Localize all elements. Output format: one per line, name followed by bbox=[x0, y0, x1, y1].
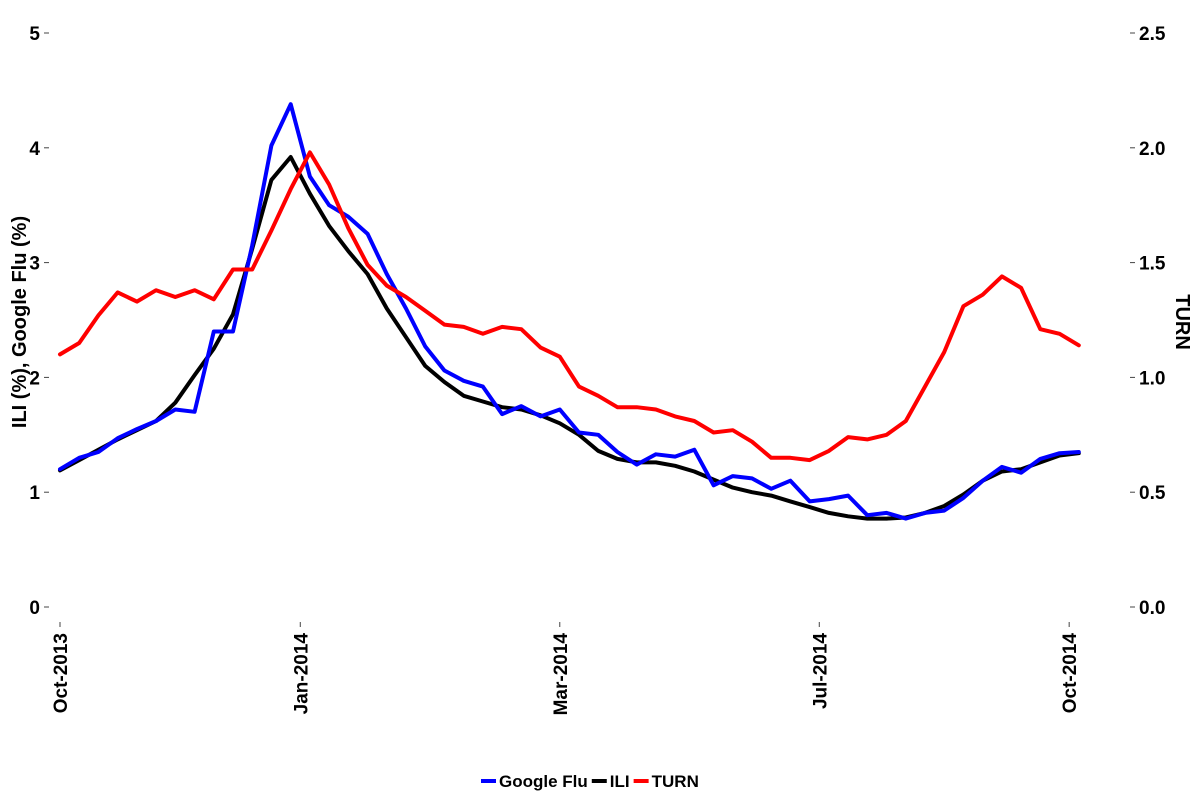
y-tick-label-left: 4 bbox=[29, 139, 40, 160]
y-tick-label-left: 2 bbox=[29, 368, 40, 389]
x-tick-label: Oct-2014 bbox=[1060, 633, 1081, 714]
y-axis-title-right: TURN bbox=[1171, 294, 1193, 350]
y-tick-label-right: 2.5 bbox=[1139, 24, 1166, 45]
y-tick-label-left: 5 bbox=[29, 24, 40, 45]
y-tick-label-right: 0.0 bbox=[1139, 598, 1165, 619]
series-line-google-flu bbox=[58, 102, 1081, 521]
x-tick-label: Mar-2014 bbox=[551, 633, 572, 716]
legend-label-google-flu: Google Flu bbox=[499, 772, 588, 791]
y-tick-label-right: 2.0 bbox=[1139, 139, 1165, 160]
series-line-turn bbox=[58, 150, 1081, 463]
x-tick-label: Jul-2014 bbox=[810, 633, 831, 709]
y-axis-title-left: ILI (%), Google Flu (%) bbox=[9, 216, 31, 428]
x-axis: Oct-2013 Jan-2014 Mar-2014 Jul-2014 Oct-2014 bbox=[51, 622, 1081, 715]
y-tick-label-left: 0 bbox=[29, 598, 40, 619]
y-tick-label-left: 1 bbox=[29, 483, 40, 504]
x-tick-label: Oct-2013 bbox=[51, 633, 72, 713]
legend-label-turn: TURN bbox=[652, 772, 699, 791]
legend: Google Flu ILI TURN bbox=[481, 772, 699, 791]
y-tick-label-left: 3 bbox=[29, 254, 40, 275]
x-tick-label: Jan-2014 bbox=[291, 633, 312, 715]
legend-label-ili: ILI bbox=[610, 772, 630, 791]
series-layer bbox=[58, 102, 1081, 521]
y-tick-label-right: 0.5 bbox=[1139, 483, 1166, 504]
y-tick-label-right: 1.5 bbox=[1139, 254, 1166, 275]
y-axis-right: 0.0 0.5 1.0 1.5 2.0 2.5 bbox=[1130, 24, 1166, 619]
y-axis-left: 0 1 2 3 4 5 bbox=[29, 24, 49, 619]
y-tick-label-right: 1.0 bbox=[1139, 368, 1165, 389]
